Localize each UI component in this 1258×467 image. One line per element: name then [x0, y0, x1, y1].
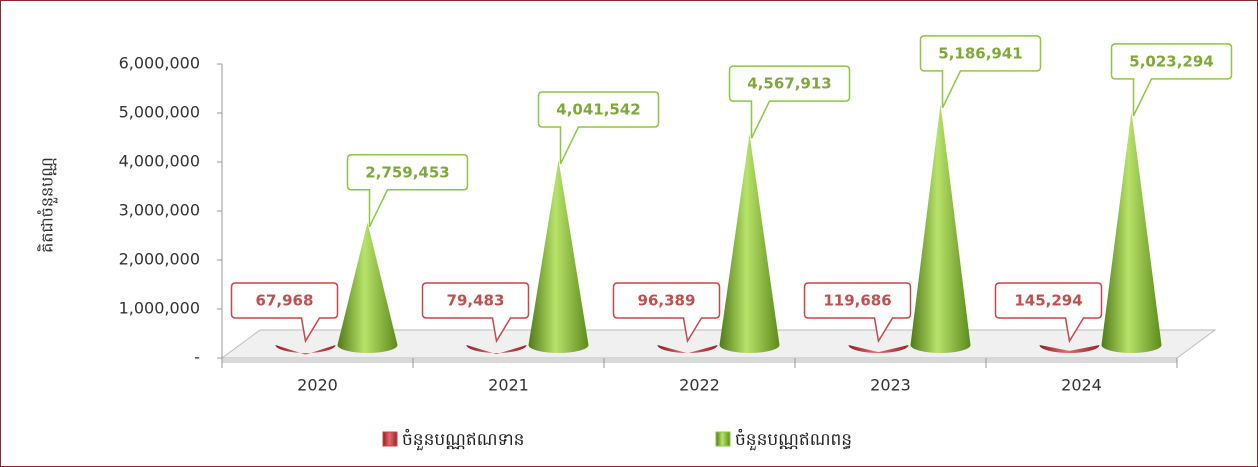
- callout: [537, 91, 660, 165]
- callout: [803, 282, 912, 344]
- y-tick-label: 3,000,000: [119, 201, 200, 220]
- value-label: 67,968: [256, 292, 314, 310]
- cone: [337, 222, 398, 353]
- legend-label: ចំនួនបណ្ណឥណពន្ធ: [735, 428, 852, 451]
- callout: [346, 154, 469, 228]
- cone: [275, 345, 336, 355]
- value-label: 5,023,294: [1129, 52, 1213, 70]
- cone: [657, 345, 718, 354]
- x-tick-label: 2022: [679, 376, 720, 395]
- cone: [719, 134, 780, 353]
- x-tick-label: 2021: [488, 376, 529, 395]
- x-tick-label: 2020: [297, 376, 338, 395]
- x-tick-label: 2023: [870, 376, 911, 395]
- legend-swatch: [715, 431, 731, 447]
- value-label: 4,041,542: [556, 100, 640, 118]
- callout: [421, 282, 530, 344]
- value-label: 79,483: [447, 292, 505, 310]
- y-tick-label: 2,000,000: [119, 250, 200, 269]
- y-axis-label: គិតជាចំនួនបណ្ណ: [37, 157, 59, 253]
- value-label: 5,186,941: [938, 44, 1022, 62]
- callout: [612, 282, 721, 344]
- y-tick-label: 1,000,000: [119, 299, 200, 318]
- y-tick-label: -: [194, 348, 200, 367]
- cone: [910, 103, 971, 353]
- value-label: 96,389: [638, 292, 696, 310]
- callout: [1110, 43, 1233, 117]
- value-label: 4,567,913: [747, 75, 831, 93]
- callout: [994, 282, 1103, 344]
- cone: [1039, 345, 1100, 353]
- value-label: 119,686: [823, 292, 891, 310]
- cone: [848, 345, 909, 353]
- callout: [728, 65, 851, 139]
- x-tick-label: 2024: [1061, 376, 1102, 395]
- y-tick-label: 6,000,000: [119, 54, 200, 73]
- value-label: 2,759,453: [365, 163, 449, 181]
- cone: [528, 159, 589, 353]
- callout: [919, 35, 1042, 109]
- cone: [1101, 111, 1162, 353]
- floor-edge: [222, 358, 1177, 363]
- value-label: 145,294: [1014, 292, 1082, 310]
- y-tick-label: 5,000,000: [119, 103, 200, 122]
- legend-label: ចំនួនបណ្ណឥណទាន: [402, 428, 524, 451]
- cone: [466, 345, 527, 355]
- legend-swatch: [382, 431, 398, 447]
- callout: [230, 282, 339, 344]
- y-tick-label: 4,000,000: [119, 152, 200, 171]
